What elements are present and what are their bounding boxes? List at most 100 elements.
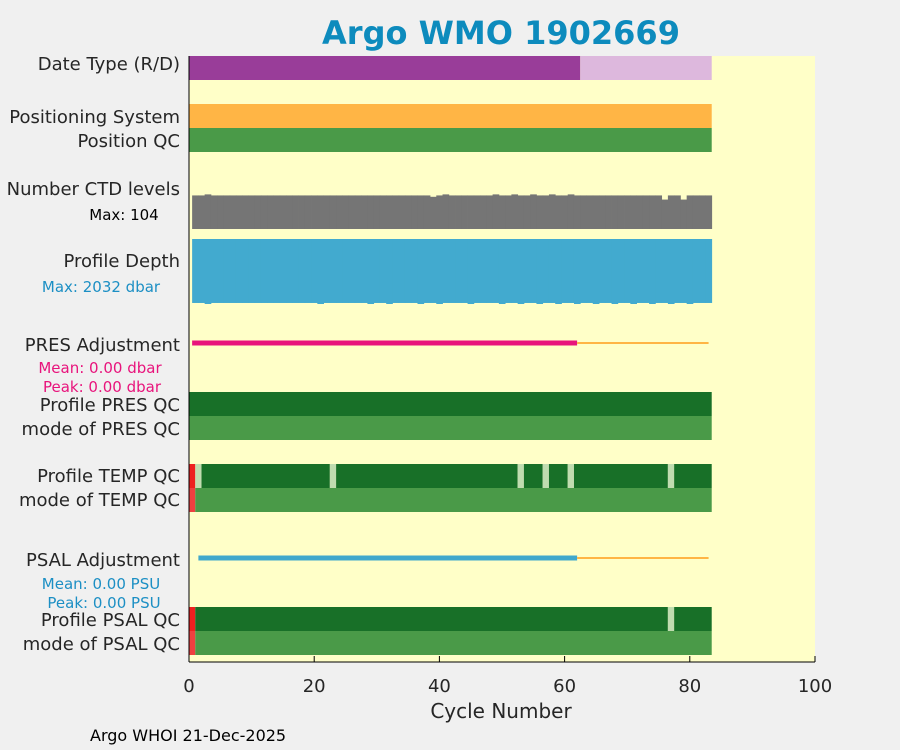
ctd-levels-bar-63 — [586, 195, 594, 229]
profile-temp-qc-segment-7 — [542, 464, 549, 488]
ctd-levels-bar-70 — [630, 195, 637, 229]
ctd-levels-bar-14 — [279, 195, 287, 229]
profile-depth-bar-40 — [442, 239, 450, 303]
profile-depth-bar-69 — [624, 239, 631, 303]
mode-psal-qc-segment-1 — [195, 631, 712, 655]
profile-depth-bar-24 — [342, 239, 350, 303]
profile-depth-bar-42 — [455, 239, 462, 303]
ctd-levels-bar-59 — [561, 195, 569, 229]
row-label-psal-adjustment: PSAL Adjustment — [26, 550, 180, 571]
profile-depth-bar-81 — [699, 239, 706, 303]
ctd-levels-bar-71 — [636, 195, 644, 229]
profile-depth-bar-14 — [279, 239, 287, 303]
ctd-levels-bar-54 — [530, 194, 537, 229]
ctd-levels-bar-21 — [323, 195, 331, 229]
profile-temp-qc-segment-6 — [523, 464, 543, 488]
profile-depth-bar-64 — [592, 239, 600, 304]
profile-depth-bar-52 — [517, 239, 525, 304]
profile-psal-qc-segment-3 — [674, 607, 712, 631]
x-tick-label-5: 100 — [798, 676, 832, 697]
ctd-levels-bar-4 — [217, 195, 224, 229]
ctd-levels-bar-58 — [555, 195, 562, 229]
ctd-levels-bar-68 — [617, 195, 625, 229]
x-tick-label-1: 20 — [303, 676, 326, 697]
profile-depth-bar-35 — [411, 239, 418, 303]
profile-depth-bar-46 — [480, 239, 487, 303]
profile-depth-bar-70 — [630, 239, 637, 304]
row-label-pres-adjustment: PRES Adjustment — [25, 335, 180, 356]
ctd-levels-bar-16 — [292, 195, 299, 229]
plot-area — [189, 56, 815, 662]
profile-depth-bar-79 — [686, 239, 694, 304]
ctd-levels-bar-74 — [655, 195, 663, 229]
row-label-ctd-levels: Number CTD levels — [7, 179, 180, 200]
profile-depth-bar-34 — [404, 239, 412, 303]
ctd-levels-bar-80 — [692, 195, 700, 229]
profile-depth-bar-12 — [267, 239, 274, 303]
ctd-levels-bar-73 — [649, 195, 656, 229]
date-type-segment-1 — [580, 56, 712, 80]
ctd-levels-bar-30 — [379, 195, 387, 229]
profile-psal-qc-segment-1 — [195, 607, 668, 631]
x-tick-label-3: 60 — [553, 676, 576, 697]
ctd-levels-bar-43 — [461, 195, 468, 229]
profile-depth-bar-13 — [273, 239, 281, 303]
profile-depth-bar-9 — [248, 239, 256, 303]
ctd-levels-bar-48 — [492, 194, 500, 229]
ctd-levels-bar-32 — [392, 195, 400, 229]
ctd-levels-bar-6 — [229, 195, 237, 229]
ctd-levels-bar-57 — [548, 194, 556, 229]
mode-temp-qc-segment-0 — [189, 488, 196, 512]
x-tick-label-0: 0 — [183, 676, 194, 697]
profile-depth-bar-67 — [611, 239, 619, 304]
profile-depth-bar-60 — [567, 239, 575, 303]
profile-temp-qc-segment-2 — [201, 464, 330, 488]
profile-depth-bar-8 — [242, 239, 249, 303]
profile-depth-bar-30 — [379, 239, 387, 303]
ctd-levels-bar-33 — [398, 195, 406, 229]
row-annotation-pres-adjustment-0: Mean: 0.00 dbar — [38, 359, 162, 377]
profile-temp-qc-segment-4 — [336, 464, 518, 488]
ctd-levels-bar-76 — [667, 195, 675, 229]
profile-depth-bar-4 — [217, 239, 224, 303]
ctd-levels-bar-10 — [254, 195, 262, 229]
ctd-levels-bar-40 — [442, 194, 450, 229]
ctd-levels-bar-8 — [242, 195, 249, 229]
profile-depth-bar-47 — [486, 239, 494, 303]
ctd-levels-bar-72 — [642, 195, 650, 229]
profile-temp-qc-segment-9 — [567, 464, 574, 488]
profile-temp-qc-segment-5 — [517, 464, 524, 488]
ctd-levels-bar-78 — [680, 199, 688, 229]
profile-depth-bar-56 — [542, 239, 550, 303]
positioning-system-segment-0 — [189, 104, 712, 128]
ctd-levels-bar-66 — [605, 195, 612, 229]
profile-depth-bar-10 — [254, 239, 262, 303]
ctd-levels-bar-26 — [354, 195, 362, 229]
profile-depth-bar-16 — [292, 239, 299, 303]
profile-depth-bar-54 — [530, 239, 537, 303]
ctd-levels-bar-51 — [511, 194, 519, 229]
profile-temp-qc-segment-10 — [573, 464, 668, 488]
profile-depth-bar-11 — [260, 239, 268, 303]
profile-temp-qc-segment-11 — [667, 464, 675, 488]
ctd-levels-bar-17 — [298, 195, 306, 229]
profile-depth-bar-82 — [705, 239, 713, 303]
profile-depth-bar-32 — [392, 239, 400, 303]
row-label-profile-psal-qc: Profile PSAL QC — [41, 610, 180, 631]
profile-depth-bar-18 — [304, 239, 312, 303]
ctd-levels-bar-38 — [430, 196, 437, 229]
profile-depth-bar-15 — [286, 239, 293, 303]
ctd-levels-bar-45 — [473, 195, 481, 229]
ctd-levels-bar-65 — [599, 195, 606, 229]
row-label-positioning-system: Positioning System — [9, 107, 180, 128]
profile-temp-qc-segment-12 — [674, 464, 712, 488]
ctd-levels-bar-3 — [210, 195, 218, 229]
row-label-profile-temp-qc: Profile TEMP QC — [37, 466, 180, 487]
footer-text: Argo WHOI 21-Dec-2025 — [90, 726, 286, 745]
profile-depth-bar-5 — [223, 239, 231, 303]
profile-depth-bar-1 — [198, 239, 206, 303]
x-axis-ticks: 0 20 40 60 80 100 — [183, 656, 832, 697]
ctd-levels-bar-42 — [455, 195, 462, 229]
profile-depth-bar-41 — [448, 239, 456, 303]
